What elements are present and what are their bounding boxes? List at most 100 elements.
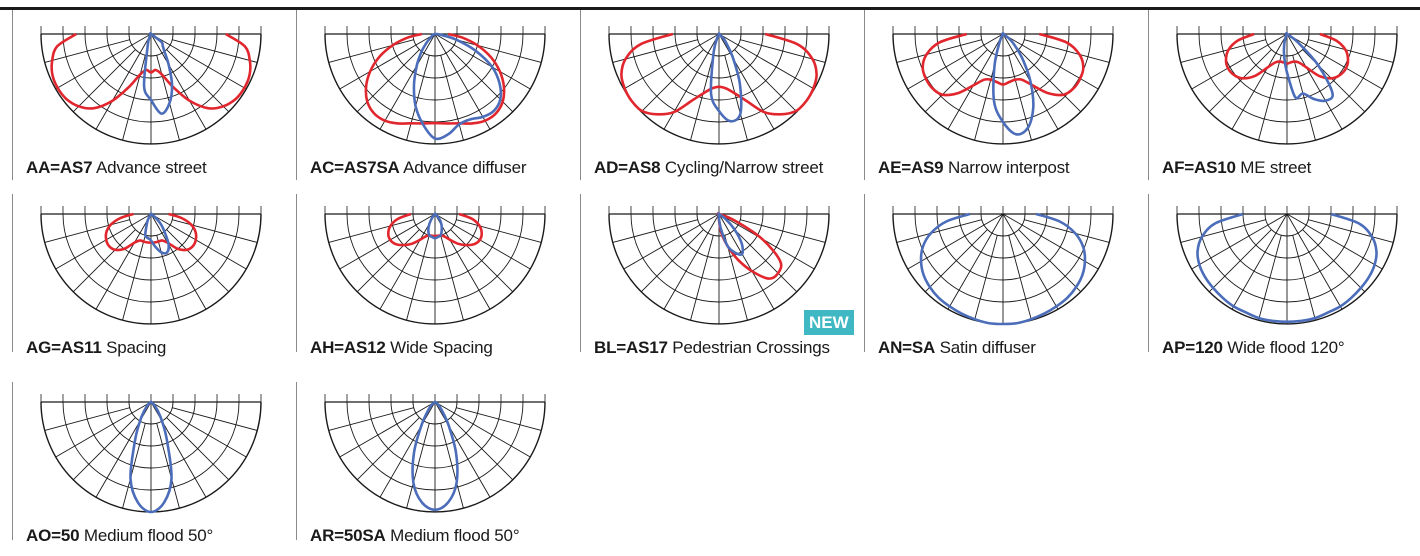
optic-code: BL=AS17 [594,338,668,357]
grid-spoke [1286,213,1343,310]
grid-spoke [724,55,748,141]
optic-item: AC=AS7SA Advance diffuser [284,10,568,182]
grid-spoke [1180,39,1266,63]
grid-spoke [406,55,430,141]
grid-spoke [690,55,714,141]
grid-spoke [440,55,464,141]
grid-spoke [95,213,152,310]
grid-spoke [1191,33,1288,90]
grid-spoke [1018,49,1082,113]
grid-spoke [150,213,247,270]
optic-item: AE=AS9 Narrow interpost [852,10,1136,182]
column-divider [864,194,865,352]
optic-code: AC=AS7SA [310,158,400,177]
grid-spoke [72,49,136,113]
grid-spoke [156,55,180,141]
optic-code: AN=SA [878,338,936,357]
polar-grid [40,206,262,325]
optic-code: AH=AS12 [310,338,386,357]
grid-spoke [1231,213,1288,310]
grid-spoke [1018,229,1082,293]
polar-diagram [40,394,262,514]
blue-photometric-curve [143,212,170,255]
grid-spoke [122,235,146,321]
grid-spoke [718,33,775,130]
optic-caption: AD=AS8 Cycling/Narrow street [594,158,823,178]
polar-diagram [1176,206,1398,325]
polar-grid [1176,26,1398,145]
grid-spoke [1231,33,1288,130]
grid-spoke [150,33,247,90]
grid-spoke [612,219,698,243]
grid-spoke [166,417,230,481]
blue-photometric-curve [426,212,444,240]
grid-spoke [434,213,531,270]
blue-photometric-curve [709,32,743,123]
optic-description: Medium flood 50° [385,526,520,545]
red-photometric-curve [1224,32,1350,80]
optic-caption: AH=AS12 Wide Spacing [310,338,493,358]
grid-spoke [55,213,152,270]
grid-spoke [328,219,414,243]
grid-spoke [44,407,130,431]
grid-spoke [623,33,720,90]
optic-description: Wide Spacing [385,338,493,357]
grid-spoke [150,213,207,310]
blue-photometric-curve [919,212,1087,326]
optic-code: AO=50 [26,526,80,545]
grid-spoke [1002,33,1099,90]
optic-description: Wide flood 120° [1222,338,1345,357]
optic-item: AD=AS8 Cycling/Narrow street [568,10,852,182]
grid-spoke [896,39,982,63]
polar-grid [324,26,546,145]
optic-code: AE=AS9 [878,158,944,177]
optic-caption: AR=50SA Medium flood 50° [310,526,520,546]
column-divider [12,194,13,352]
grid-spoke [907,33,1004,90]
grid-spoke [406,235,430,321]
column-divider [864,10,865,180]
optic-caption: AF=AS10 ME street [1162,158,1311,178]
grid-spoke [1191,213,1288,270]
optic-item: AF=AS10 ME street [1136,10,1420,182]
column-divider [296,382,297,540]
optic-caption: AC=AS7SA Advance diffuser [310,158,526,178]
grid-spoke [72,417,136,481]
grid-spoke [172,39,258,63]
grid-spoke [1286,33,1383,90]
optic-item: AP=120 Wide flood 120° [1136,194,1420,368]
polar-diagram [1176,26,1398,145]
grid-spoke [55,401,152,458]
grid-spoke [44,219,130,243]
polar-grid [324,394,546,513]
grid-spoke [1024,219,1110,243]
grid-spoke [734,229,798,293]
column-divider [580,10,581,180]
optic-description: Cycling/Narrow street [660,158,824,177]
grid-spoke [734,49,798,113]
grid-spoke [440,235,464,321]
grid-spoke [947,213,1004,310]
grid-spoke [456,407,542,431]
polar-diagram [324,394,546,513]
grid-spoke [740,219,826,243]
grid-spoke [150,401,247,458]
column-divider [296,10,297,180]
optic-code: AA=AS7 [26,158,93,177]
grid-spoke [1286,33,1343,130]
grid-spoke [339,33,436,90]
grid-spoke [156,235,180,321]
grid-spoke [924,49,988,113]
grid-spoke [947,33,1004,130]
grid-spoke [1308,39,1394,63]
blue-photometric-curve [1196,212,1378,324]
grid-spoke [328,407,414,431]
optic-caption: AA=AS7 Advance street [26,158,207,178]
optic-item: BL=AS17 Pedestrian Crossings NEW [568,194,854,368]
grid-spoke [1008,235,1032,321]
optic-item: AN=SA Satin diffuser [852,194,1136,368]
optic-caption: AE=AS9 Narrow interpost [878,158,1070,178]
grid-spoke [1302,229,1366,293]
grid-spoke [1208,229,1272,293]
grid-spoke [122,55,146,141]
